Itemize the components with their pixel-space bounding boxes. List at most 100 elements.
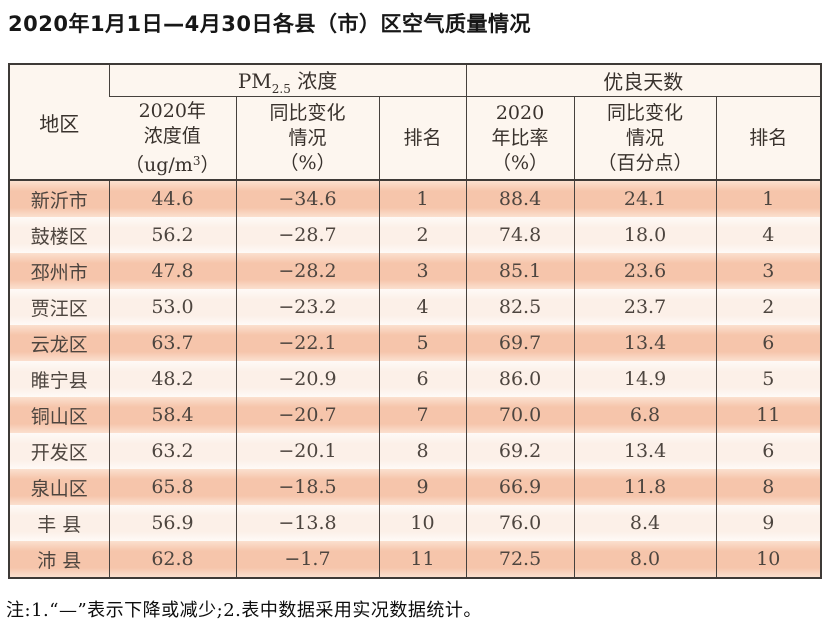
cell-pm-change: −22.1 bbox=[235, 325, 379, 361]
column-header-pm-rank: 排名 bbox=[378, 96, 467, 181]
column-header-days-rate: 2020 年比率 （%） bbox=[465, 96, 575, 181]
cell-pm-change: −34.6 bbox=[235, 180, 379, 217]
column-header-pm-change: 同比变化 情况 （%） bbox=[235, 96, 379, 181]
cell-pm-rank: 6 bbox=[378, 361, 467, 397]
table-row: 丰 县 56.9 −13.8 10 76.0 8.4 9 bbox=[9, 505, 822, 541]
cell-pm-value: 44.6 bbox=[108, 180, 236, 217]
cell-pm-rank: 3 bbox=[378, 253, 467, 289]
footnote: 注:1.“—”表示下降或减少;2.表中数据采用实况数据统计。 bbox=[6, 600, 482, 620]
cell-days-rank: 3 bbox=[715, 253, 822, 289]
table-row: 贾汪区 53.0 −23.2 4 82.5 23.7 2 bbox=[9, 289, 822, 325]
cell-pm-value: 56.2 bbox=[108, 217, 236, 253]
cell-pm-rank: 11 bbox=[378, 541, 467, 578]
cell-pm-change: −28.2 bbox=[235, 253, 379, 289]
page-title: 2020年1月1日—4月30日各县（市）区空气质量情况 bbox=[8, 12, 532, 36]
table-row: 沛 县 62.8 −1.7 11 72.5 8.0 10 bbox=[9, 541, 822, 578]
cell-pm-change: −20.1 bbox=[235, 433, 379, 469]
pm-change-label: 同比变化 情况 （%） bbox=[269, 101, 346, 174]
pm-subscript: 2.5 bbox=[271, 82, 291, 96]
cell-pm-value: 47.8 bbox=[108, 253, 236, 289]
cell-pm-change: −23.2 bbox=[235, 289, 379, 325]
cell-days-change: 14.9 bbox=[573, 361, 717, 397]
table-sub-header-row: 2020年 浓度值 （ug/m3） 同比变化 情况 （%） 排名 2020 年比率… bbox=[9, 96, 822, 181]
cell-region: 新沂市 bbox=[9, 180, 109, 217]
cell-days-change: 23.6 bbox=[573, 253, 717, 289]
cell-days-rate: 82.5 bbox=[465, 289, 575, 325]
cell-days-rate: 72.5 bbox=[465, 541, 575, 578]
cell-pm-value: 63.2 bbox=[108, 433, 236, 469]
table-row: 开发区 63.2 −20.1 8 69.2 13.4 6 bbox=[9, 433, 822, 469]
cell-pm-rank: 1 bbox=[378, 180, 467, 217]
pm-prefix: PM bbox=[237, 69, 272, 93]
cell-region: 云龙区 bbox=[9, 325, 109, 361]
cell-days-rate: 88.4 bbox=[465, 180, 575, 217]
days-change-label: 同比变化 情况 （百分点） bbox=[597, 101, 693, 174]
table-row: 邳州市 47.8 −28.2 3 85.1 23.6 3 bbox=[9, 253, 822, 289]
table-row: 睢宁县 48.2 −20.9 6 86.0 14.9 5 bbox=[9, 361, 822, 397]
column-header-days-rank: 排名 bbox=[715, 96, 822, 181]
table-row: 铜山区 58.4 −20.7 7 70.0 6.8 11 bbox=[9, 397, 822, 433]
cell-days-rank: 10 bbox=[715, 541, 822, 578]
cell-days-rank: 11 bbox=[715, 397, 822, 433]
cell-pm-value: 65.8 bbox=[108, 469, 236, 505]
cell-pm-value: 58.4 bbox=[108, 397, 236, 433]
cell-days-change: 23.7 bbox=[573, 289, 717, 325]
cell-pm-value: 53.0 bbox=[108, 289, 236, 325]
table-row: 鼓楼区 56.2 −28.7 2 74.8 18.0 4 bbox=[9, 217, 822, 253]
cell-days-rank: 4 bbox=[715, 217, 822, 253]
cell-pm-rank: 9 bbox=[378, 469, 467, 505]
pm-value-lines: 2020年 浓度值 bbox=[138, 99, 206, 147]
cell-days-rank: 6 bbox=[715, 433, 822, 469]
column-header-pm-value: 2020年 浓度值 （ug/m3） bbox=[109, 96, 236, 181]
cell-days-change: 24.1 bbox=[573, 180, 717, 217]
cell-days-rate: 69.2 bbox=[465, 433, 575, 469]
cell-pm-change: −28.7 bbox=[235, 217, 379, 253]
cell-region: 邳州市 bbox=[9, 253, 109, 289]
cell-region: 贾汪区 bbox=[9, 289, 109, 325]
cell-region: 睢宁县 bbox=[9, 361, 109, 397]
pm-rank-label: 排名 bbox=[403, 126, 442, 149]
pm-unit-open: （ug/m bbox=[125, 153, 193, 176]
cell-days-change: 18.0 bbox=[573, 217, 717, 253]
cell-days-rank: 5 bbox=[715, 361, 822, 397]
table-row: 泉山区 65.8 −18.5 9 66.9 11.8 8 bbox=[9, 469, 822, 505]
table-row: 新沂市 44.6 −34.6 1 88.4 24.1 1 bbox=[9, 180, 822, 217]
days-rank-label: 排名 bbox=[749, 126, 788, 149]
cell-days-rate: 74.8 bbox=[465, 217, 575, 253]
cell-days-rate: 86.0 bbox=[465, 361, 575, 397]
cell-pm-value: 62.8 bbox=[108, 541, 236, 578]
cell-days-rate: 69.7 bbox=[465, 325, 575, 361]
pm-suffix: 浓度 bbox=[290, 69, 338, 93]
cell-pm-change: −13.8 bbox=[235, 505, 379, 541]
cell-pm-change: −18.5 bbox=[235, 469, 379, 505]
cell-pm-change: −20.9 bbox=[235, 361, 379, 397]
pm-unit-superscript: 3 bbox=[192, 153, 201, 168]
cell-pm-value: 63.7 bbox=[108, 325, 236, 361]
group-header-pm25: PM2.5 浓度 bbox=[108, 64, 467, 97]
air-quality-table: 地区 PM2.5 浓度 优良天数 2020年 浓度值 （ug/m3） 同比变化 情… bbox=[8, 63, 823, 579]
cell-days-rank: 6 bbox=[715, 325, 822, 361]
group-header-good-days: 优良天数 bbox=[465, 64, 822, 97]
cell-days-change: 13.4 bbox=[573, 433, 717, 469]
cell-pm-change: −20.7 bbox=[235, 397, 379, 433]
cell-pm-change: −1.7 bbox=[235, 541, 379, 578]
cell-days-rank: 9 bbox=[715, 505, 822, 541]
cell-days-rate: 85.1 bbox=[465, 253, 575, 289]
cell-pm-value: 56.9 bbox=[108, 505, 236, 541]
cell-days-change: 6.8 bbox=[573, 397, 717, 433]
cell-region: 铜山区 bbox=[9, 397, 109, 433]
cell-pm-rank: 4 bbox=[378, 289, 467, 325]
cell-region: 沛 县 bbox=[9, 541, 109, 578]
good-days-label: 优良天数 bbox=[603, 70, 684, 94]
cell-days-rank: 8 bbox=[715, 469, 822, 505]
cell-days-change: 11.8 bbox=[573, 469, 717, 505]
cell-pm-rank: 8 bbox=[378, 433, 467, 469]
cell-days-rate: 70.0 bbox=[465, 397, 575, 433]
cell-region: 开发区 bbox=[9, 433, 109, 469]
cell-pm-value: 48.2 bbox=[108, 361, 236, 397]
cell-pm-rank: 10 bbox=[378, 505, 467, 541]
table-row: 云龙区 63.7 −22.1 5 69.7 13.4 6 bbox=[9, 325, 822, 361]
table-group-header-row: 地区 PM2.5 浓度 优良天数 bbox=[9, 64, 822, 181]
cell-days-change: 8.0 bbox=[573, 541, 717, 578]
cell-days-rate: 66.9 bbox=[465, 469, 575, 505]
